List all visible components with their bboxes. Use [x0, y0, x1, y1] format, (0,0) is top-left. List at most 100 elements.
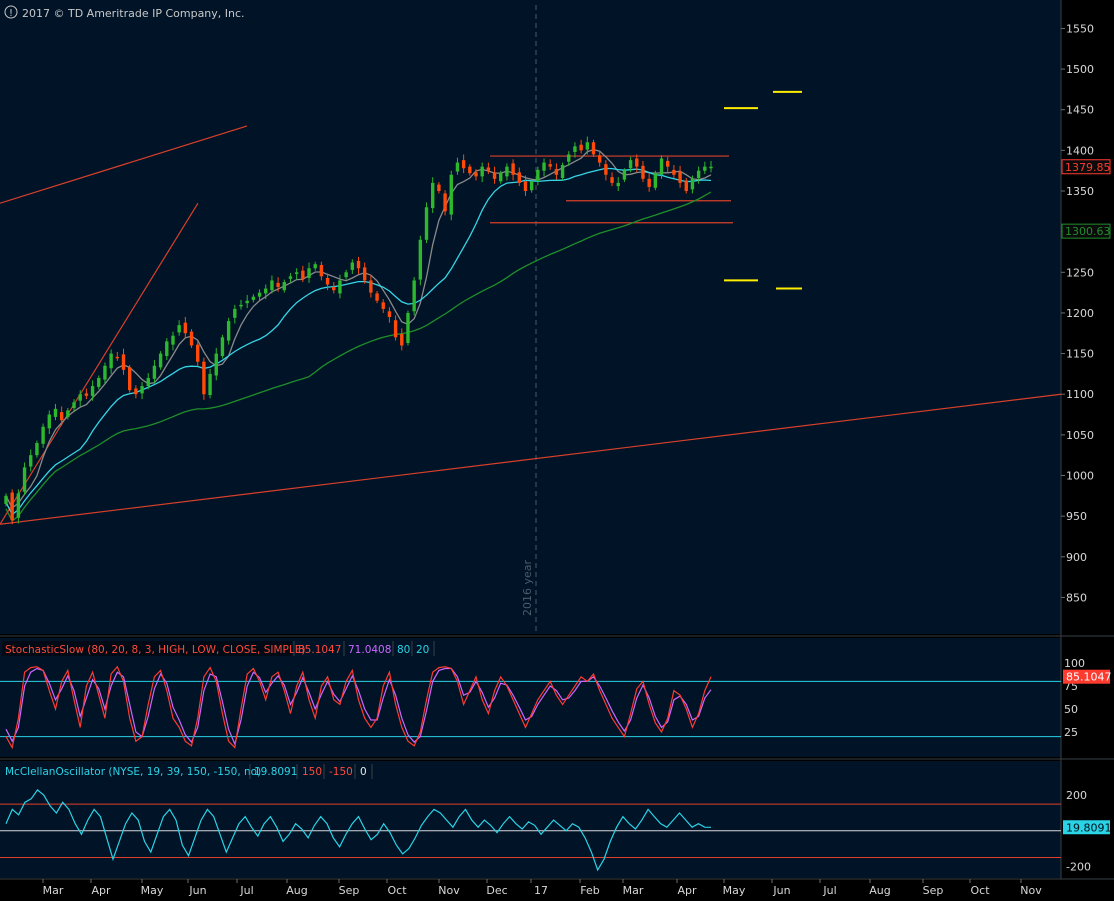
candle — [647, 173, 651, 192]
candle-body — [84, 393, 89, 396]
candle — [53, 403, 58, 421]
candle-body — [548, 164, 552, 167]
candle — [412, 277, 416, 316]
candle-body — [109, 353, 113, 369]
time-tick-label: Jul — [239, 884, 253, 897]
candle-body — [585, 142, 590, 150]
candle-body — [628, 160, 633, 169]
mcclellan-title: McClellanOscillator (NYSE, 19, 39, 150, … — [5, 766, 261, 778]
copyright-text: 2017 © TD Ameritrade IP Company, Inc. — [22, 7, 245, 20]
stochastic-tick-label: 50 — [1064, 703, 1078, 716]
candle — [431, 177, 435, 213]
candle — [505, 163, 509, 181]
mcclellan-header: McClellanOscillator (NYSE, 19, 39, 150, … — [5, 764, 373, 779]
candle — [418, 235, 423, 286]
time-tick-label: Aug — [869, 884, 890, 897]
candle — [313, 261, 317, 271]
candle — [208, 369, 212, 399]
candle — [10, 489, 14, 525]
price-label: 1379.85 — [1061, 159, 1111, 175]
candle — [597, 151, 602, 167]
candle — [449, 170, 453, 221]
candle-body — [542, 162, 546, 171]
time-tick-label: Apr — [677, 884, 697, 897]
candle — [140, 382, 144, 400]
candle — [684, 178, 688, 194]
candle-body — [4, 495, 8, 504]
candle-body — [703, 166, 707, 171]
candle — [319, 261, 324, 281]
time-axis: Mar Apr May Jun Jul Aug Sep Oct Nov Dec 17 Feb Mar Ap… — [42, 879, 1042, 897]
candle-body — [659, 158, 664, 175]
stochastic-line — [5, 665, 712, 750]
candle — [282, 279, 286, 293]
candle-body — [641, 165, 645, 179]
candle-body — [276, 282, 280, 287]
candle-body — [412, 280, 416, 312]
time-tick-label: Jun — [188, 884, 206, 897]
candle — [678, 165, 682, 188]
candle-body — [468, 166, 472, 174]
candle — [29, 449, 33, 472]
time-tick-label: Jun — [772, 884, 790, 897]
candle — [641, 160, 645, 183]
candle — [220, 334, 225, 359]
candle — [288, 273, 293, 283]
time-tick-label: May — [141, 884, 164, 897]
price-tick-label: 950 — [1066, 510, 1087, 523]
mcclellan-lines: -200 200 19.8091 — [0, 789, 1112, 873]
candle-body — [220, 337, 225, 357]
candle — [152, 360, 157, 384]
time-tick-label: Mar — [623, 884, 644, 897]
candle — [653, 170, 658, 191]
candle-body — [529, 181, 534, 191]
candle-body — [183, 322, 188, 334]
candle-body — [307, 268, 311, 278]
candle-body — [196, 344, 200, 362]
time-tick-label: Mar — [43, 884, 64, 897]
candle-body — [616, 182, 620, 187]
price-tick-label: 1150 — [1066, 348, 1094, 361]
price-tick-label: 1100 — [1066, 388, 1094, 401]
yellow-target-levels — [724, 90, 802, 290]
candle-body — [41, 426, 45, 444]
candle-body — [653, 173, 658, 188]
price-tick-label: 1450 — [1066, 104, 1094, 117]
moving-average-line — [5, 167, 712, 516]
time-tick-label: Apr — [91, 884, 111, 897]
svg-text:!: ! — [9, 8, 13, 19]
price-tick-label: 900 — [1066, 551, 1087, 564]
candle-body — [375, 293, 379, 301]
price-tick-label: 1350 — [1066, 185, 1094, 198]
candle-body — [103, 365, 107, 380]
candle-body — [270, 280, 274, 291]
candle-body — [140, 386, 144, 394]
candle — [251, 294, 256, 303]
stochastic-k-value: 85.1047 — [298, 644, 341, 656]
candle — [666, 156, 670, 173]
candle — [381, 299, 385, 313]
candle — [41, 423, 45, 448]
mcclellan-value: 19.8091 — [254, 766, 297, 778]
mcclellan-tick-label: 200 — [1066, 789, 1087, 802]
candle-body — [622, 170, 627, 180]
time-tick-label: Nov — [1020, 884, 1042, 897]
candle — [103, 362, 107, 384]
candle-body — [536, 169, 540, 182]
candle-body — [696, 170, 701, 179]
candle-body — [121, 354, 126, 370]
candle — [177, 320, 181, 336]
time-tick-label: Sep — [339, 884, 360, 897]
candle-body — [208, 373, 212, 396]
candle — [4, 493, 8, 507]
candle — [480, 162, 484, 183]
candle-body — [22, 467, 27, 492]
candle-body — [554, 169, 559, 175]
candle-body — [406, 312, 410, 344]
mcclellan-zero-value: 0 — [360, 766, 367, 778]
candle-body — [443, 193, 447, 212]
candle — [202, 357, 206, 400]
candle-body — [486, 167, 491, 171]
moving-average-line — [5, 191, 712, 523]
candle-body — [158, 353, 163, 368]
